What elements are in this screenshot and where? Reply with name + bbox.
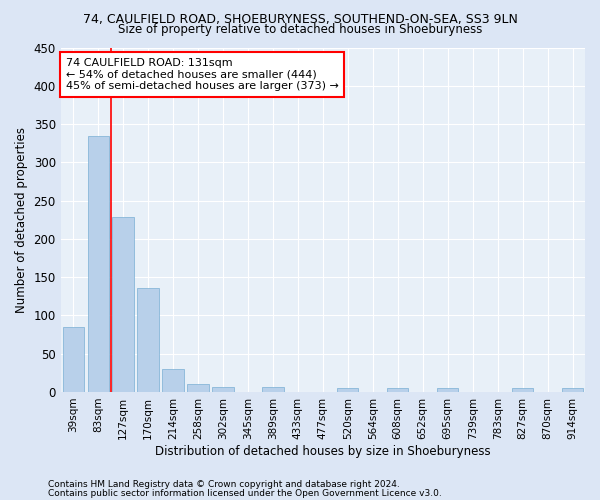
Bar bbox=[562, 388, 583, 392]
Text: Contains HM Land Registry data © Crown copyright and database right 2024.: Contains HM Land Registry data © Crown c… bbox=[48, 480, 400, 489]
X-axis label: Distribution of detached houses by size in Shoeburyness: Distribution of detached houses by size … bbox=[155, 444, 491, 458]
Text: Size of property relative to detached houses in Shoeburyness: Size of property relative to detached ho… bbox=[118, 22, 482, 36]
Text: 74 CAULFIELD ROAD: 131sqm
← 54% of detached houses are smaller (444)
45% of semi: 74 CAULFIELD ROAD: 131sqm ← 54% of detac… bbox=[66, 58, 339, 91]
Bar bbox=[187, 384, 209, 392]
Bar bbox=[137, 288, 158, 392]
Bar bbox=[62, 327, 84, 392]
Bar bbox=[262, 388, 284, 392]
Bar bbox=[212, 388, 233, 392]
Text: Contains public sector information licensed under the Open Government Licence v3: Contains public sector information licen… bbox=[48, 488, 442, 498]
Text: 74, CAULFIELD ROAD, SHOEBURYNESS, SOUTHEND-ON-SEA, SS3 9LN: 74, CAULFIELD ROAD, SHOEBURYNESS, SOUTHE… bbox=[83, 12, 517, 26]
Y-axis label: Number of detached properties: Number of detached properties bbox=[15, 126, 28, 312]
Bar bbox=[437, 388, 458, 392]
Bar bbox=[387, 388, 409, 392]
Bar bbox=[163, 369, 184, 392]
Bar bbox=[337, 388, 358, 392]
Bar bbox=[512, 388, 533, 392]
Bar bbox=[88, 136, 109, 392]
Bar bbox=[112, 216, 134, 392]
